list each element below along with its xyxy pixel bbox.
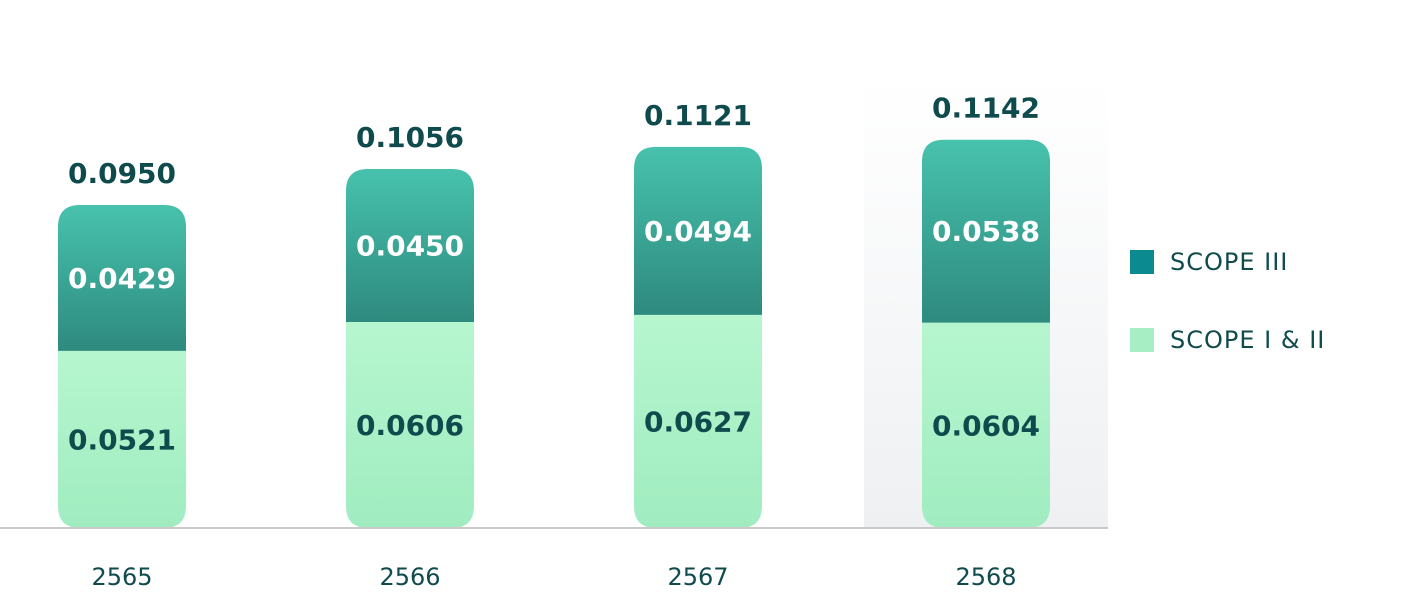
bar-scope-3-2567 [634,146,762,315]
legend-item-scope-1-2: SCOPE I & II [1130,322,1325,358]
bar-scope-1-2-2565 [58,350,186,528]
legend-label-scope-3: SCOPE III [1170,248,1289,276]
x-tick-label-2566: 2566 [379,563,440,591]
value-label-scope-1-2-2567: 0.0627 [644,405,752,438]
value-label-scope-1-2-2565: 0.0521 [68,423,176,456]
bar-scope-3-2565 [58,205,186,351]
total-label-2567: 0.1121 [644,99,752,132]
x-tick-label-2568: 2568 [955,563,1016,591]
value-label-scope-1-2-2568: 0.0604 [932,409,1040,442]
legend-item-scope-3: SCOPE III [1130,244,1325,280]
x-tick-label-2567: 2567 [667,563,728,591]
value-label-scope-1-2-2566: 0.0606 [356,409,464,442]
legend-label-scope-1-2: SCOPE I & II [1170,326,1326,354]
value-label-scope-3-2568: 0.0538 [932,215,1040,248]
value-label-scope-3-2567: 0.0494 [644,215,752,248]
bar-scope-3-2566 [346,168,474,322]
bar-scope-1-2-2566 [346,321,474,528]
total-label-2565: 0.0950 [68,157,176,190]
total-label-2568: 0.1142 [932,92,1040,125]
value-label-scope-3-2566: 0.0450 [356,229,464,262]
bar-scope-1-2-2568 [922,322,1050,528]
bar-scope-1-2-2567 [634,314,762,528]
x-tick-label-2565: 2565 [91,563,152,591]
legend-swatch-scope-3 [1130,250,1154,274]
total-label-2566: 0.1056 [356,121,464,154]
value-label-scope-3-2565: 0.0429 [68,262,176,295]
legend-swatch-scope-1-2 [1130,328,1154,352]
legend: SCOPE III SCOPE I & II [1130,244,1325,400]
bar-scope-3-2568 [922,139,1050,323]
